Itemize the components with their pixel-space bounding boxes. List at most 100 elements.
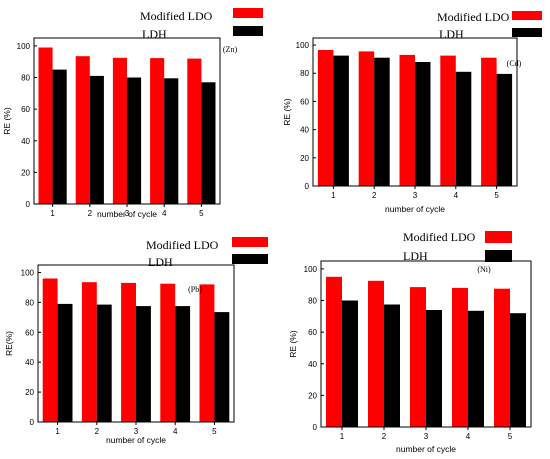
y-tick-label: 100 (296, 41, 310, 50)
legend-swatch (512, 28, 542, 37)
x-tick-label: 5 (494, 191, 499, 200)
x-axis-label: number of cycle (385, 204, 445, 214)
y-tick-label: 60 (25, 328, 34, 337)
bar (342, 300, 358, 427)
x-tick-label: 5 (212, 427, 217, 436)
legend-entry: Modified LDO (403, 230, 512, 244)
y-axis-label: RE (%) (282, 98, 292, 126)
y-tick-label: 60 (308, 328, 317, 337)
y-axis-label: RE(%) (4, 331, 14, 356)
y-tick-label: 80 (25, 298, 34, 307)
x-tick-label: 1 (50, 209, 55, 218)
y-tick-label: 60 (21, 105, 30, 114)
x-axis-label: number of cycle (106, 435, 166, 445)
bar (410, 287, 426, 427)
chart-panel: 0 20 40 60 80 100 1 2 3 4 5 number of cycle RE(%) (Pb… (4, 237, 268, 445)
x-tick-label: 4 (162, 209, 167, 218)
bar (374, 57, 390, 187)
legend-swatch (232, 254, 268, 264)
legend-label: LDH (403, 249, 428, 263)
bar (150, 58, 165, 204)
bar (358, 51, 375, 187)
chart-panel: 0 20 40 60 80 100 1 2 3 4 5 number of cycle RE (%) (C… (282, 10, 542, 214)
bar (160, 283, 176, 422)
x-axis-label: number of cycle (97, 209, 157, 219)
legend-entry: LDH (439, 27, 542, 41)
y-tick-label: 40 (300, 126, 309, 135)
bar (96, 304, 112, 422)
bar (333, 55, 349, 186)
bar (214, 312, 230, 422)
x-tick-label: 3 (125, 209, 130, 218)
bar (52, 69, 67, 204)
bar (42, 278, 58, 422)
y-tick-label: 0 (313, 423, 318, 432)
bar (112, 57, 127, 204)
bar (368, 280, 384, 427)
x-tick-label: 1 (55, 427, 60, 436)
legend-swatch (485, 231, 512, 243)
y-tick-label: 20 (21, 168, 30, 177)
bar (455, 71, 472, 186)
x-tick-label: 2 (382, 432, 387, 441)
legend-entry: Modified LDO (437, 10, 542, 24)
legend-entry: Modified LDO (140, 8, 263, 23)
bar (494, 288, 510, 427)
panel-label: (Ni) (477, 265, 491, 274)
bar (81, 282, 97, 422)
legend-label: LDH (142, 27, 167, 41)
bar (317, 50, 334, 186)
x-tick-label: 5 (199, 209, 204, 218)
y-axis-label: RE (%) (288, 330, 298, 358)
panel-label: (Cd) (507, 59, 522, 68)
bar (415, 62, 431, 186)
legend-entry: LDH (403, 249, 512, 263)
y-tick-label: 80 (21, 74, 30, 83)
bar (399, 54, 415, 187)
y-tick-label: 20 (300, 154, 309, 163)
bar (326, 276, 342, 427)
x-tick-label: 3 (424, 432, 429, 441)
y-tick-label: 20 (25, 388, 34, 397)
legend-entry: Modified LDO (146, 237, 268, 252)
legend-label: LDH (148, 255, 173, 269)
x-tick-label: 3 (413, 191, 418, 200)
bar (468, 310, 484, 427)
y-tick-label: 100 (17, 42, 31, 51)
y-tick-label: 60 (300, 97, 309, 106)
y-tick-label: 80 (300, 69, 309, 78)
legend-swatch (485, 250, 512, 262)
bar (496, 73, 513, 186)
y-tick-label: 100 (304, 265, 318, 274)
legend-entry: LDH (148, 254, 268, 269)
y-tick-label: 0 (305, 182, 310, 191)
y-tick-label: 40 (21, 137, 30, 146)
bar (384, 304, 400, 427)
x-tick-label: 2 (372, 191, 377, 200)
panel-label: (Zn) (223, 45, 238, 54)
legend-label: Modified LDO (146, 238, 219, 252)
bar (164, 78, 179, 204)
panel-label: (Pb) (188, 285, 202, 294)
x-tick-label: 3 (134, 427, 139, 436)
bar (175, 306, 191, 422)
x-tick-label: 1 (340, 432, 345, 441)
chart-panel: 0 20 40 60 80 100 1 2 3 4 5 number of cycle RE (%) (Z… (2, 8, 263, 219)
legend-entry: LDH (142, 26, 263, 41)
legend-swatch (512, 11, 542, 20)
x-tick-label: 1 (331, 191, 336, 200)
bar (89, 75, 104, 205)
legend-label: Modified LDO (437, 10, 510, 24)
x-tick-label: 2 (88, 209, 93, 218)
bar (426, 310, 442, 427)
bar (452, 287, 468, 427)
y-axis-label: RE (%) (2, 107, 12, 135)
x-tick-label: 4 (173, 427, 178, 436)
y-tick-label: 40 (25, 358, 34, 367)
y-tick-label: 0 (26, 200, 31, 209)
y-tick-label: 20 (308, 391, 317, 400)
x-tick-label: 2 (95, 427, 100, 436)
legend-swatch (232, 237, 268, 247)
bar (187, 58, 202, 204)
